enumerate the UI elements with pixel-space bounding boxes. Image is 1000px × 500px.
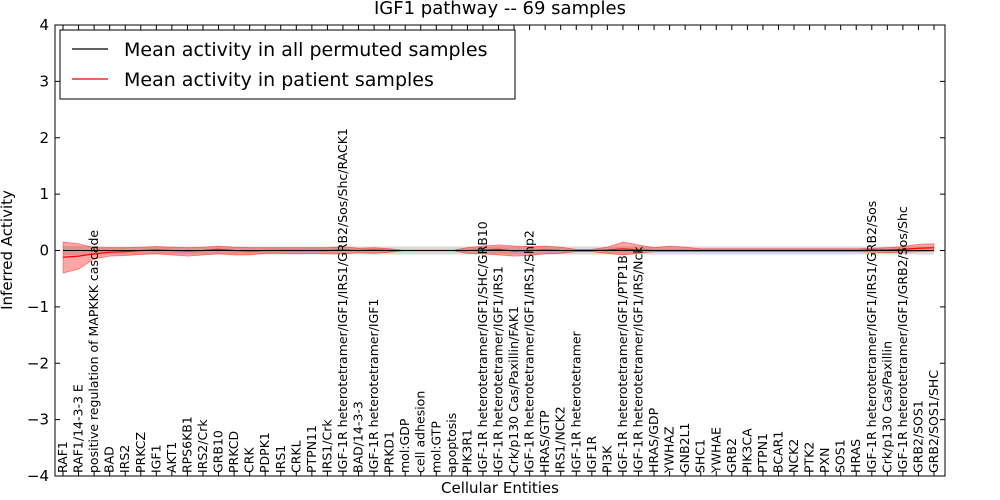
category-label: SOS1 (833, 439, 848, 473)
legend-label-patient: Mean activity in patient samples (124, 69, 434, 91)
plot-area (62, 241, 935, 274)
category-label: GRB2/SOS1 (910, 400, 925, 473)
category-label: PI3K (599, 445, 614, 473)
category-label: IGF-1R heterotetramer/IGF1/IRS1/GRB2/Sos… (335, 128, 350, 473)
category-label: PTPN11 (304, 425, 319, 473)
category-label: IGF-1R heterotetramer/IGF1/PTP1B (615, 255, 630, 473)
y-tick-label: 3 (39, 72, 49, 90)
category-label: IRS2/Crk (195, 419, 210, 473)
category-label: IGF-1R heterotetramer/IGF1/SHC/GRB10 (475, 221, 490, 473)
y-axis-label: Inferred Activity (0, 190, 16, 310)
category-label: PTK2 (802, 442, 817, 473)
category-label: PRKD1 (382, 431, 397, 473)
category-label: IGF-1R heterotetramer/IGF1/IRS/Nck (630, 246, 645, 473)
category-label: HRAS/GDP (646, 407, 661, 473)
patient-band (62, 241, 935, 274)
category-label: BAD (102, 446, 117, 473)
category-label: GRB2 (724, 438, 739, 473)
category-label: CRK (242, 447, 257, 473)
category-label: PIK3CA (739, 428, 754, 473)
category-label: PRKCZ (133, 432, 148, 473)
category-label: IGF-1R heterotetramer/IGF1/IRS1/Shp2 (522, 230, 537, 473)
category-label: PIK3R1 (459, 429, 474, 473)
category-label: positive regulation of MAPKKK cascade (86, 230, 101, 473)
y-tick-label: 4 (39, 16, 49, 34)
y-axis: −4 −3 −2 −1 0 1 2 3 4 (27, 16, 945, 485)
x-axis-label: Cellular Entities (441, 479, 559, 497)
y-tick-label: −4 (27, 467, 49, 485)
category-label: BAD/14-3-3 (351, 401, 366, 473)
y-tick-label: 0 (39, 242, 49, 260)
legend-label-permuted: Mean activity in all permuted samples (124, 39, 487, 61)
category-label: IRS1 (273, 445, 288, 473)
category-label: IGF-1R heterotetramer/IGF1 (366, 299, 381, 473)
category-label: HRAS/GTP (537, 410, 552, 473)
category-label: mol:GTP (428, 421, 443, 473)
category-label: RAF1/14-3-3 E (71, 384, 86, 473)
category-label: IGF1R (584, 435, 599, 473)
category-label: IGF1 (148, 444, 163, 473)
y-tick-label: 1 (39, 185, 49, 203)
category-label: IRS1/NCK2 (553, 406, 568, 473)
legend-frame (59, 29, 516, 100)
category-label: YWHAE (708, 427, 723, 474)
category-label: BCAR1 (770, 431, 785, 473)
category-label: NCK2 (786, 439, 801, 473)
y-tick-label: −1 (27, 298, 49, 316)
category-label: YWHAZ (662, 426, 677, 474)
y-tick-label: −3 (27, 411, 49, 429)
category-label: GRB2/SOS1/SHC (926, 370, 941, 473)
category-label: IGF-1R heterotetramer/IGF1/IRS1/GRB2/Sos (864, 201, 879, 473)
category-label: PDPK1 (257, 432, 272, 473)
category-label: PTPN1 (755, 433, 770, 473)
category-label: HRAS (848, 439, 863, 473)
legend: Mean activity in all permuted samples Me… (59, 29, 516, 100)
category-label: AKT1 (164, 442, 179, 473)
y-tick-label: 2 (39, 129, 49, 147)
category-label: IRS2 (117, 445, 132, 473)
category-label: GRB10 (211, 430, 226, 473)
y-tick-label: −2 (27, 354, 49, 372)
category-label: IGF-1R heterotetramer/IGF1/IRS1 (491, 266, 506, 473)
category-label: cell adhesion (413, 391, 428, 473)
category-label: CRKL (288, 440, 303, 473)
category-label: SHC1 (693, 439, 708, 473)
category-label: RAF1 (55, 441, 70, 473)
category-label: PRKCD (226, 431, 241, 473)
category-label: RPS6KB1 (179, 416, 194, 473)
category-label: IRS1/Crk (319, 419, 334, 473)
category-label: PXN (817, 448, 832, 473)
category-label: IGF-1R heterotetramer/IGF1/GRB2/Sos/Shc (895, 206, 910, 473)
category-label: GNB2L1 (677, 423, 692, 473)
category-label: mol:GDP (397, 418, 412, 473)
category-label: Crk/p130 Cas/Paxillin (879, 341, 894, 473)
chart-title: IGF1 pathway -- 69 samples (374, 0, 626, 19)
category-label: apoptosis (444, 413, 459, 473)
category-label: Crk/p130 Cas/Paxillin/FAK1 (506, 306, 521, 473)
category-label: IGF-1R heterotetramer (568, 330, 583, 473)
